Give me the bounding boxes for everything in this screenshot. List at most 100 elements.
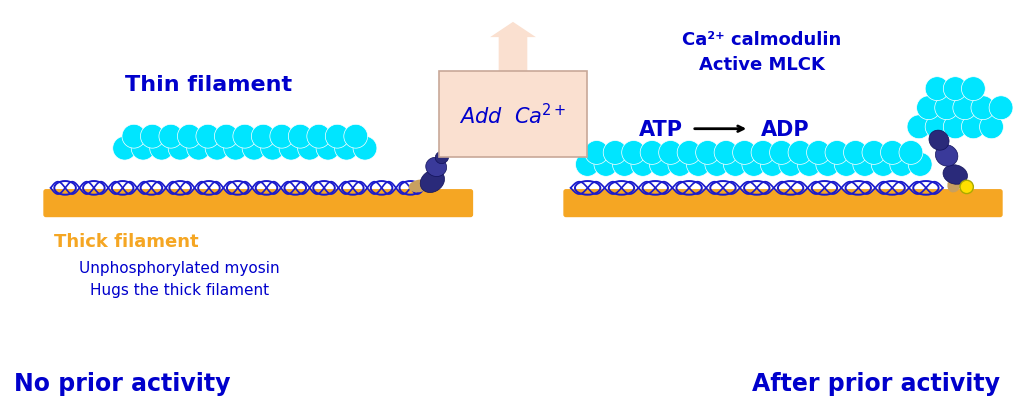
Text: After prior activity: After prior activity bbox=[752, 370, 1000, 394]
Text: No prior activity: No prior activity bbox=[14, 370, 230, 394]
Ellipse shape bbox=[409, 180, 429, 193]
FancyArrow shape bbox=[490, 23, 536, 72]
Circle shape bbox=[658, 141, 683, 165]
Circle shape bbox=[853, 153, 877, 177]
FancyBboxPatch shape bbox=[564, 190, 1002, 217]
Circle shape bbox=[289, 125, 312, 149]
Circle shape bbox=[881, 141, 904, 165]
Circle shape bbox=[741, 153, 766, 177]
Ellipse shape bbox=[929, 131, 949, 151]
Circle shape bbox=[186, 137, 211, 161]
Circle shape bbox=[807, 141, 830, 165]
Text: Unphosphorylated myosin: Unphosphorylated myosin bbox=[79, 260, 280, 275]
Circle shape bbox=[159, 125, 183, 149]
Text: Hugs the thick filament: Hugs the thick filament bbox=[90, 282, 269, 297]
Circle shape bbox=[612, 153, 636, 177]
Circle shape bbox=[270, 125, 294, 149]
Circle shape bbox=[280, 137, 303, 161]
Ellipse shape bbox=[426, 158, 446, 177]
Circle shape bbox=[816, 153, 840, 177]
Circle shape bbox=[622, 141, 645, 165]
Circle shape bbox=[907, 116, 931, 140]
Circle shape bbox=[196, 125, 220, 149]
Circle shape bbox=[908, 153, 932, 177]
Circle shape bbox=[732, 141, 757, 165]
Circle shape bbox=[353, 137, 377, 161]
Circle shape bbox=[668, 153, 692, 177]
Circle shape bbox=[113, 137, 136, 161]
Circle shape bbox=[316, 137, 340, 161]
Circle shape bbox=[935, 97, 958, 120]
Circle shape bbox=[131, 137, 155, 161]
Circle shape bbox=[943, 116, 967, 140]
Circle shape bbox=[640, 141, 664, 165]
Ellipse shape bbox=[947, 176, 962, 193]
Circle shape bbox=[899, 141, 923, 165]
Circle shape bbox=[631, 153, 654, 177]
Circle shape bbox=[714, 141, 738, 165]
Circle shape bbox=[242, 137, 266, 161]
Circle shape bbox=[798, 153, 821, 177]
Text: Ca²⁺ calmodulin: Ca²⁺ calmodulin bbox=[682, 31, 841, 49]
Text: Thick filament: Thick filament bbox=[53, 232, 199, 250]
Circle shape bbox=[326, 125, 349, 149]
Circle shape bbox=[962, 78, 985, 101]
FancyBboxPatch shape bbox=[439, 72, 587, 158]
Circle shape bbox=[825, 141, 849, 165]
Text: Active MLCK: Active MLCK bbox=[698, 56, 824, 74]
Circle shape bbox=[961, 181, 974, 194]
Circle shape bbox=[980, 116, 1004, 140]
Circle shape bbox=[971, 97, 995, 120]
Circle shape bbox=[844, 141, 867, 165]
Circle shape bbox=[761, 153, 784, 177]
Circle shape bbox=[307, 125, 331, 149]
Circle shape bbox=[705, 153, 729, 177]
Circle shape bbox=[686, 153, 711, 177]
Circle shape bbox=[298, 137, 322, 161]
Circle shape bbox=[344, 125, 368, 149]
Text: ATP: ATP bbox=[639, 119, 683, 139]
Circle shape bbox=[752, 141, 775, 165]
Circle shape bbox=[150, 137, 173, 161]
Circle shape bbox=[168, 137, 193, 161]
Circle shape bbox=[223, 137, 248, 161]
Circle shape bbox=[205, 137, 229, 161]
Circle shape bbox=[835, 153, 858, 177]
Circle shape bbox=[862, 141, 886, 165]
FancyBboxPatch shape bbox=[44, 190, 472, 217]
Ellipse shape bbox=[435, 152, 449, 164]
Text: Thin filament: Thin filament bbox=[125, 75, 292, 95]
Circle shape bbox=[962, 116, 985, 140]
Ellipse shape bbox=[420, 171, 444, 193]
Circle shape bbox=[677, 141, 701, 165]
Circle shape bbox=[916, 97, 940, 120]
Circle shape bbox=[594, 153, 617, 177]
Circle shape bbox=[925, 78, 949, 101]
Circle shape bbox=[788, 141, 812, 165]
Circle shape bbox=[770, 141, 794, 165]
Circle shape bbox=[251, 125, 275, 149]
Ellipse shape bbox=[943, 165, 968, 185]
Ellipse shape bbox=[936, 145, 957, 167]
Circle shape bbox=[871, 153, 895, 177]
Circle shape bbox=[335, 137, 358, 161]
Circle shape bbox=[989, 97, 1013, 120]
Text: ADP: ADP bbox=[761, 119, 810, 139]
Circle shape bbox=[953, 97, 977, 120]
Circle shape bbox=[925, 116, 949, 140]
Circle shape bbox=[649, 153, 674, 177]
Text: $\it{Add}$  $\it{Ca}$$^{2+}$: $\it{Add}$ $\it{Ca}$$^{2+}$ bbox=[459, 102, 566, 128]
Circle shape bbox=[603, 141, 627, 165]
Circle shape bbox=[261, 137, 285, 161]
Circle shape bbox=[575, 153, 599, 177]
Circle shape bbox=[585, 141, 608, 165]
Circle shape bbox=[232, 125, 257, 149]
Circle shape bbox=[140, 125, 164, 149]
Circle shape bbox=[890, 153, 913, 177]
Circle shape bbox=[214, 125, 239, 149]
Circle shape bbox=[122, 125, 145, 149]
Circle shape bbox=[695, 141, 720, 165]
Circle shape bbox=[943, 78, 967, 101]
Circle shape bbox=[779, 153, 803, 177]
Circle shape bbox=[177, 125, 202, 149]
